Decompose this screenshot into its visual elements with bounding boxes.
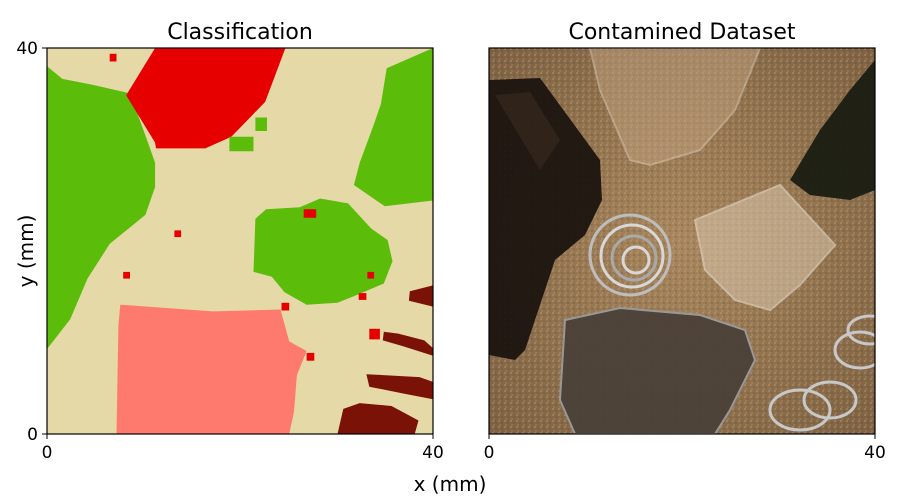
dataset-panel: Contamined Dataset	[484, 20, 886, 463]
x-tick-label-40: 40	[422, 443, 444, 463]
heatmap-region-metal-6	[366, 374, 433, 400]
dark-glass-shard-left	[489, 78, 602, 360]
heatmap-region-glass-3	[253, 198, 393, 305]
metal-spring	[588, 213, 672, 297]
heatmap-regions	[47, 48, 433, 434]
heatmap-region-glass-0	[47, 66, 156, 350]
dark-stone-bottom	[558, 306, 757, 434]
heatmap-region-plastic-15	[367, 271, 375, 279]
heatmap-region-plastic-12	[306, 352, 315, 361]
heatmap-region-metal-5	[337, 403, 419, 434]
heatmap-region-plastic-11	[281, 302, 290, 311]
heatmap-region-plastic-16	[358, 293, 367, 300]
y-tick-label-40: 40	[16, 39, 38, 59]
classification-frame	[46, 47, 434, 435]
heatmap-region-metal-7	[382, 331, 433, 356]
dataset-title: Contamined Dataset	[568, 20, 795, 45]
heatmap-region-plastic-9	[303, 209, 317, 218]
y-tick-label-0: 0	[27, 425, 38, 445]
dataset-photo	[489, 48, 875, 434]
x-tick-label-0: 0	[42, 443, 53, 463]
photo-x-tick-label-40: 40	[864, 443, 886, 463]
photo-x-tick-label-0: 0	[484, 443, 495, 463]
heatmap-region-plastic-17	[109, 53, 117, 62]
y-axis-label: y (mm)	[14, 215, 38, 288]
classification-title: Classification	[167, 20, 313, 45]
heatmap-region-stone-4	[116, 304, 307, 434]
heatmap-region-glass-2	[353, 48, 433, 207]
clear-glass-square	[693, 183, 837, 312]
heatmap-region-glass-18	[229, 136, 254, 152]
heatmap-region-plastic-14	[123, 271, 130, 279]
dark-glass-shard-right	[790, 60, 875, 200]
heatmap-region-plastic-10	[369, 328, 380, 340]
metal-spring-bottom-right	[768, 314, 875, 432]
x-axis-label: x (mm)	[414, 472, 487, 496]
dataset-frame	[488, 47, 876, 435]
classification-panel: Classification 0 40 0 40 y (mm)	[14, 20, 444, 463]
heatmap-region-metal-8	[408, 285, 433, 307]
clear-plastic-top	[588, 48, 762, 167]
heatmap-region-glass-19	[255, 117, 267, 131]
heatmap-region-plastic-13	[174, 230, 182, 238]
heatmap-region-plastic-1	[126, 48, 286, 149]
